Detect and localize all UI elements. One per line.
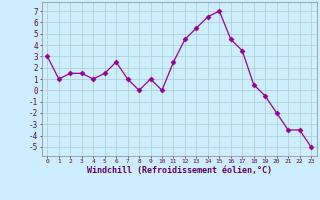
X-axis label: Windchill (Refroidissement éolien,°C): Windchill (Refroidissement éolien,°C) <box>87 166 272 175</box>
